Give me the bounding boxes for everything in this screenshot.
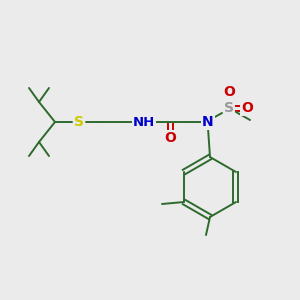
Text: O: O bbox=[223, 85, 235, 99]
Text: O: O bbox=[164, 131, 176, 145]
Text: S: S bbox=[224, 101, 234, 115]
Text: O: O bbox=[241, 101, 253, 115]
Text: N: N bbox=[202, 115, 214, 129]
Text: S: S bbox=[74, 115, 84, 129]
Text: NH: NH bbox=[133, 116, 155, 128]
